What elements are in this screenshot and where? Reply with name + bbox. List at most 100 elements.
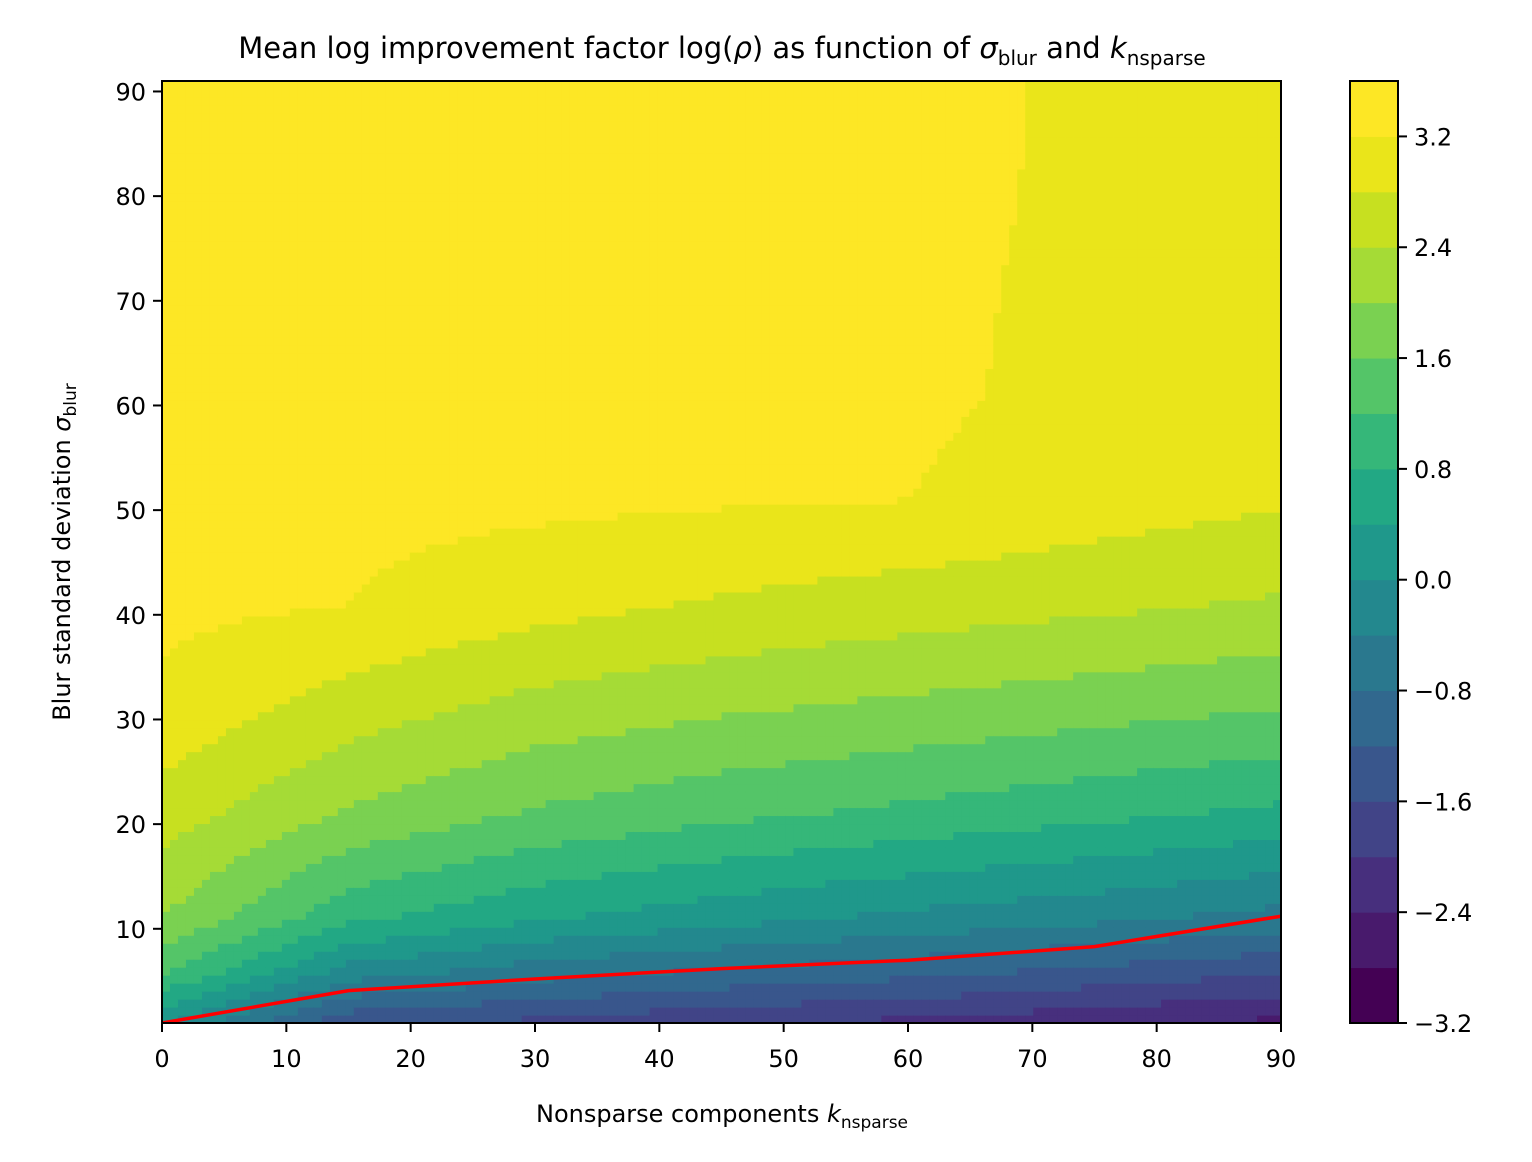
contour-cell xyxy=(417,168,427,178)
contour-cell xyxy=(305,160,315,170)
contour-cell xyxy=(377,847,387,856)
contour-cell xyxy=(425,240,435,250)
contour-cell xyxy=(353,448,363,457)
contour-cell xyxy=(497,863,507,872)
contour-cell xyxy=(162,192,171,202)
contour-cell xyxy=(289,959,299,968)
contour-cell xyxy=(417,895,427,904)
contour-cell xyxy=(201,416,211,425)
contour-cell xyxy=(433,408,443,417)
contour-cell xyxy=(281,456,291,465)
contour-cell xyxy=(377,520,387,529)
contour-cell xyxy=(465,967,475,976)
contour-cell xyxy=(201,807,211,817)
contour-cell xyxy=(225,935,235,944)
contour-cell xyxy=(481,528,491,537)
contour-cell xyxy=(489,224,499,234)
contour-cell xyxy=(209,863,219,872)
contour-cell xyxy=(441,208,451,218)
contour-cell xyxy=(409,727,419,737)
contour-cell xyxy=(289,264,299,274)
contour-cell xyxy=(481,567,491,577)
contour-cell xyxy=(177,368,187,377)
contour-cell xyxy=(225,160,235,170)
contour-cell xyxy=(257,288,267,298)
contour-cell xyxy=(297,767,307,777)
contour-cell xyxy=(209,272,219,282)
contour-cell xyxy=(393,927,403,936)
contour-cell xyxy=(393,344,403,354)
contour-cell xyxy=(193,424,203,433)
contour-cell xyxy=(417,416,427,425)
contour-cell xyxy=(225,480,235,489)
contour-cell xyxy=(369,727,379,737)
contour-cell xyxy=(241,919,251,928)
contour-cell xyxy=(313,136,323,146)
contour-cell xyxy=(409,200,419,210)
contour-cell xyxy=(162,448,171,457)
contour-cell xyxy=(337,136,347,146)
contour-cell xyxy=(473,176,483,186)
contour-cell xyxy=(345,504,355,513)
contour-cell xyxy=(281,200,291,210)
contour-cell xyxy=(313,400,323,409)
contour-cell xyxy=(193,879,203,888)
contour-cell xyxy=(281,264,291,274)
contour-cell xyxy=(185,224,195,234)
contour-cell xyxy=(209,783,219,793)
contour-cell xyxy=(297,512,307,521)
contour-cell xyxy=(337,504,347,513)
contour-cell xyxy=(353,607,363,617)
contour-cell xyxy=(393,368,403,377)
contour-cell xyxy=(209,799,219,809)
contour-cell xyxy=(489,575,499,585)
contour-cell xyxy=(369,791,379,801)
contour-cell xyxy=(249,935,259,944)
contour-cell xyxy=(401,695,411,705)
contour-cell xyxy=(249,687,259,697)
contour-cell xyxy=(201,256,211,266)
contour-cell xyxy=(162,344,171,354)
contour-cell xyxy=(321,943,331,952)
contour-cell xyxy=(217,959,227,968)
contour-cell xyxy=(425,783,435,793)
contour-cell xyxy=(457,679,467,689)
contour-cell xyxy=(201,536,211,545)
contour-cell xyxy=(441,104,451,114)
contour-cell xyxy=(257,264,267,274)
contour-cell xyxy=(353,256,363,266)
contour-cell xyxy=(225,552,235,561)
contour-cell xyxy=(473,552,483,561)
contour-cell xyxy=(337,312,347,322)
contour-cell xyxy=(473,472,483,481)
contour-cell xyxy=(241,911,251,920)
contour-cell xyxy=(489,959,499,968)
contour-cell xyxy=(361,368,371,377)
contour-cell xyxy=(425,727,435,737)
contour-cell xyxy=(209,1007,219,1016)
contour-cell xyxy=(377,895,387,904)
contour-cell xyxy=(313,775,323,785)
contour-cell xyxy=(281,671,291,681)
contour-cell xyxy=(353,839,363,848)
contour-cell xyxy=(481,472,491,481)
contour-cell xyxy=(209,623,219,633)
contour-cell xyxy=(233,144,243,154)
contour-cell xyxy=(233,528,243,537)
contour-cell xyxy=(281,248,291,258)
contour-cell xyxy=(457,144,467,154)
contour-cell xyxy=(433,887,443,896)
contour-cell xyxy=(361,967,371,976)
contour-cell xyxy=(409,384,419,393)
contour-cell xyxy=(305,567,315,577)
contour-cell xyxy=(425,88,435,98)
contour-cell xyxy=(481,160,491,170)
contour-cell xyxy=(449,671,459,681)
contour-cell xyxy=(233,783,243,793)
contour-cell xyxy=(162,599,171,609)
contour-cell xyxy=(345,799,355,809)
contour-cell xyxy=(401,264,411,274)
contour-cell xyxy=(201,863,211,872)
contour-cell xyxy=(257,336,267,346)
contour-cell xyxy=(217,344,227,354)
